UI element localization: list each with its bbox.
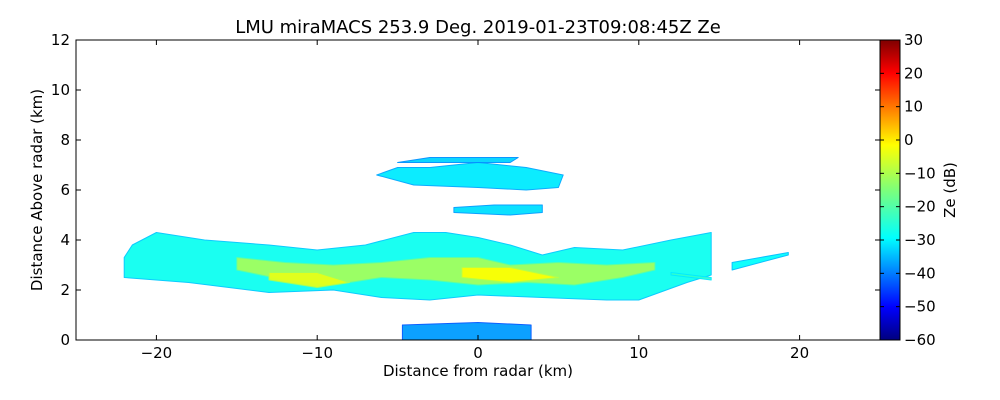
echo-far-right-wisp: [670, 272, 712, 281]
y-tick-label: 0: [60, 331, 70, 349]
y-axis-label: Distance Above radar (km): [28, 89, 46, 291]
colorbar-tick-label: 0: [904, 131, 914, 149]
colorbar: [879, 39, 901, 341]
echo-middle-wisp: [453, 204, 543, 216]
echo-upper-layer: [376, 162, 564, 191]
y-axis: 0 2 4 6 8 10 12: [51, 31, 880, 349]
echo-main-layer-peak: [268, 272, 350, 288]
colorbar-tick-label: −40: [904, 264, 936, 282]
y-tick-label: 12: [51, 31, 70, 49]
y-tick-label: 6: [60, 181, 70, 199]
y-tick-label: 10: [51, 81, 70, 99]
x-tick-label: 0: [473, 344, 483, 362]
x-axis-label: Distance from radar (km): [383, 362, 573, 380]
x-tick-label: −20: [141, 344, 173, 362]
echo-surface-clutter: [401, 322, 532, 340]
chart-title: LMU miraMACS 253.9 Deg. 2019-01-23T09:08…: [235, 17, 721, 38]
colorbar-tick-label: 10: [904, 98, 923, 116]
x-tick-label: −10: [301, 344, 333, 362]
echo-right-streak: [731, 252, 789, 271]
y-tick-label: 4: [60, 231, 70, 249]
colorbar-tick-label: −50: [904, 298, 936, 316]
x-axis: −20 −10 0 10 20: [141, 40, 809, 362]
x-tick-label: 20: [790, 344, 809, 362]
colorbar-tick-label: −20: [904, 198, 936, 216]
colorbar-tick-label: −60: [904, 331, 936, 349]
colorbar-tick-label: −10: [904, 164, 936, 182]
colorbar-tick-label: 30: [904, 31, 923, 49]
y-tick-label: 8: [60, 131, 70, 149]
echo-upper-layer-top: [397, 157, 519, 163]
colorbar-label: Ze (dB): [941, 162, 959, 218]
colorbar-tick-label: −30: [904, 231, 936, 249]
x-tick-label: 10: [629, 344, 648, 362]
y-tick-label: 2: [60, 281, 70, 299]
echo-central-peak: [461, 267, 559, 283]
colorbar-tick-label: 20: [904, 64, 923, 82]
radar-echoes: [123, 157, 789, 340]
colorbar-axis: 30 20 10 0 −10 −20 −30 −40 −50 −60: [880, 31, 936, 349]
